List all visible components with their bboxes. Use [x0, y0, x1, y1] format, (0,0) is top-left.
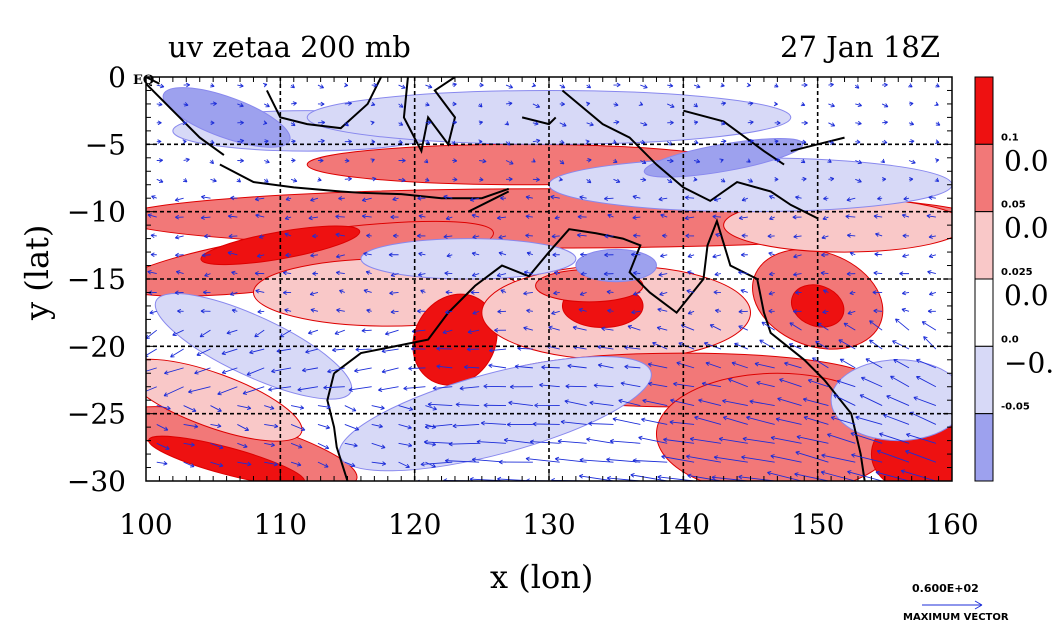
chart-svg: 100 110 120 130 140 150 160 0 −5 −10 −15 −20 −25 −30 E… — [0, 0, 1058, 631]
vector-reference-arrow — [922, 601, 982, 609]
colorbar-swatch — [975, 144, 993, 211]
colorbar-swatch — [975, 279, 993, 346]
colorbar-swatch — [975, 212, 993, 279]
colorbar-big-label: −0. — [1004, 346, 1054, 379]
x-tick-label: 150 — [791, 508, 844, 541]
wind-vector — [425, 481, 438, 487]
wind-vector — [264, 481, 274, 487]
y-tick-label: −5 — [85, 128, 126, 161]
colorbar-big-label: 0.0 — [1004, 212, 1049, 245]
x-tick-label: 140 — [657, 508, 710, 541]
x-tick-label: 130 — [522, 508, 575, 541]
x-tick-label: 160 — [925, 508, 978, 541]
colorbar-swatch — [975, 77, 993, 144]
colorbar-swatch — [975, 346, 993, 413]
colorbar-level-label: 0.05 — [1001, 200, 1026, 211]
y-tick-label: −20 — [67, 330, 126, 363]
vorticity-region — [831, 360, 965, 441]
colorbar-big-label: 0.0 — [1004, 144, 1049, 177]
colorbar-level-label: -0.05 — [1001, 402, 1030, 413]
figure: uv zetaa 200 mb 27 Jan 18Z y (lat) x (lo… — [0, 0, 1058, 631]
x-tick-label: 120 — [388, 508, 441, 541]
y-tick-label: −25 — [67, 398, 126, 431]
y-tick-label: −10 — [67, 196, 126, 229]
vorticity-region — [576, 249, 657, 281]
wind-vector — [157, 481, 167, 487]
colorbar-swatch — [975, 414, 993, 481]
colorbar: 0.10.050.0250.0-0.050.00.00.0−0. — [975, 77, 1054, 481]
colorbar-big-label: 0.0 — [1004, 279, 1049, 312]
wind-vector — [291, 481, 305, 487]
equator-label: EQ — [133, 73, 154, 88]
x-tick-label: 110 — [254, 508, 307, 541]
x-tick-label: 100 — [119, 508, 172, 541]
y-tick-label: −15 — [67, 263, 126, 296]
y-tick-label: 0 — [108, 61, 126, 94]
colorbar-level-label: 0.1 — [1001, 132, 1019, 143]
colorbar-level-label: 0.0 — [1001, 334, 1019, 345]
y-tick-label: −30 — [67, 465, 126, 498]
colorbar-level-label: 0.025 — [1001, 267, 1033, 278]
